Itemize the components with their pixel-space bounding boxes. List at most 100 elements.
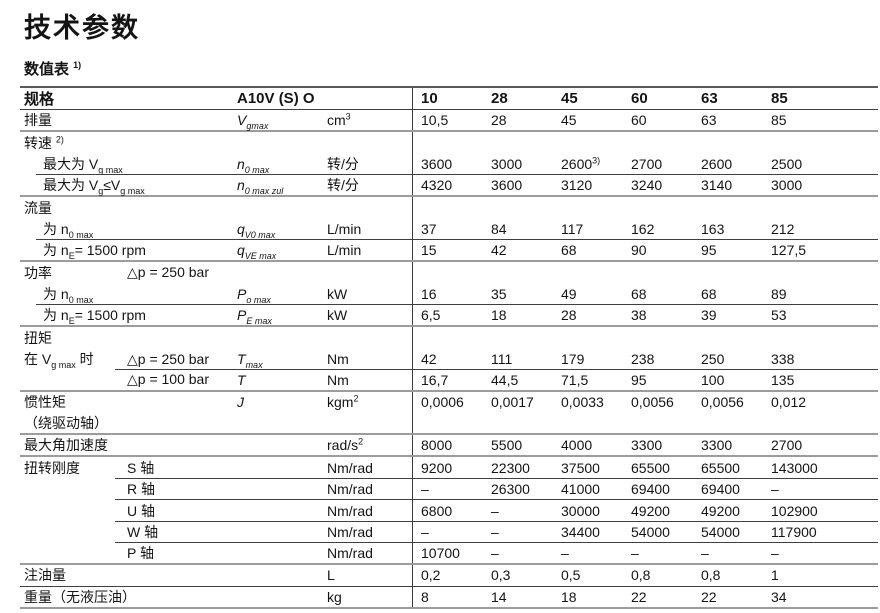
cell-value: 5500 (491, 437, 523, 453)
cell-value: 53 (771, 307, 787, 323)
row-values: 42 111 179 238 250 338 (412, 348, 878, 370)
row-symbol: qV0 max (237, 221, 276, 241)
table-row: 为 n0 max Po max kW 16 35 49 68 68 89 (20, 283, 878, 305)
cell-value: 0,0006 (421, 394, 464, 411)
cell-value: 2600 (701, 156, 733, 173)
row-label: 为 nE= 1500 rpm (43, 307, 146, 326)
cell-value: 0,0056 (631, 394, 674, 411)
cell-value: 34400 (561, 524, 600, 541)
header-spec: 规格 (24, 91, 55, 108)
section-row: 流量 (20, 197, 878, 219)
header-size: 45 (561, 90, 578, 107)
row-values: 16,7 44,5 71,5 95 100 135 (412, 370, 878, 390)
cell-value: 18 (491, 307, 507, 323)
cell-value: 54000 (631, 524, 670, 541)
cell-value: 3300 (701, 437, 733, 453)
cell-value: 54000 (701, 524, 740, 541)
cell-value: 2700 (771, 437, 803, 453)
row-unit: kW (327, 307, 348, 323)
table-row: 排量 Vgmax cm3 10,5 28 45 60 63 85 (20, 110, 878, 132)
table-row: 注油量 L 0,2 0,3 0,5 0,8 0,8 1 (20, 565, 878, 587)
cell-value: 49200 (631, 502, 670, 519)
cell-value: 3000 (771, 177, 803, 193)
row-separator (36, 239, 878, 240)
row-values: 16 35 49 68 68 89 (412, 283, 878, 305)
table-row: 最大角加速度 rad/s2 8000 5500 4000 3300 3300 2… (20, 435, 878, 457)
cell-value: 65500 (631, 459, 670, 476)
row-label: 扭转刚度 S 轴 (24, 459, 155, 476)
row-symbol: Tmax (237, 351, 263, 371)
row-label: 最大角加速度 (24, 437, 108, 453)
table-row: P 轴 Nm/rad 10700 – – – – – (20, 543, 878, 565)
header-model: A10V (S) O (237, 90, 315, 107)
row-symbol: n0 max (237, 156, 270, 176)
cell-value: – (771, 481, 779, 498)
section-row: 扭矩 (20, 327, 878, 349)
row-symbol: n0 max zul (237, 177, 284, 196)
cell-value: 3600 (491, 177, 523, 193)
row-values: 6800 – 30000 49200 49200 102900 (412, 500, 878, 522)
row-values: 8 14 18 22 22 34 (412, 586, 878, 607)
row-label: 惯性矩 (24, 394, 66, 411)
cell-value: 42 (421, 351, 437, 368)
cell-value: – (491, 524, 499, 541)
cell-value: 0,0056 (701, 394, 744, 411)
row-values (412, 197, 878, 219)
cell-value: 1 (771, 567, 779, 584)
row-symbol: qVE max (237, 242, 277, 261)
row-label: W 轴 (127, 524, 159, 541)
cell-value: 28 (561, 307, 577, 323)
row-values: 37 84 117 162 163 212 (412, 218, 878, 240)
cell-value: 0,5 (561, 567, 581, 584)
row-separator (115, 542, 878, 543)
row-label: U 轴 (127, 502, 155, 519)
table-row: U 轴 Nm/rad 6800 – 30000 49200 49200 1029… (20, 500, 878, 522)
row-label: 扭矩 (24, 329, 52, 346)
row-unit: cm3 (327, 111, 351, 128)
cell-value: 238 (631, 351, 655, 368)
row-label: 功率 △p = 250 bar (24, 264, 209, 281)
cell-value: – (421, 524, 429, 541)
row-values: 0,2 0,3 0,5 0,8 0,8 1 (412, 565, 878, 586)
row-symbol: T (237, 371, 246, 388)
cell-value: 2700 (631, 156, 663, 173)
row-label: 最大为 Vg max (43, 156, 123, 176)
cell-value: – (631, 545, 639, 561)
section-row: 转速 2) (20, 132, 878, 154)
row-unit: Nm/rad (327, 545, 373, 561)
row-values: 0,0006 0,0017 0,0033 0,0056 0,0056 0,012 (412, 391, 878, 413)
row-label: 最大为 Vg≤Vg max (43, 177, 145, 196)
row-unit: kW (327, 286, 348, 303)
table-row: 最大为 Vg≤Vg max n0 max zul 转/分 4320 3600 3… (20, 175, 878, 197)
row-label: R 轴 (127, 481, 155, 498)
table-row: （绕驱动轴） (20, 413, 878, 435)
cell-value: 65500 (701, 459, 740, 476)
cell-value: 8 (421, 588, 429, 605)
row-label: 注油量 (24, 567, 66, 584)
cell-value: – (771, 545, 779, 561)
table-header-row: 规格 A10V (S) O 10 28 45 60 63 85 (20, 88, 878, 110)
row-unit: Nm (327, 371, 349, 388)
cell-value: 102900 (771, 502, 818, 519)
row-values: 9200 22300 37500 65500 65500 143000 (412, 457, 878, 479)
cell-value: 2500 (771, 156, 803, 173)
cell-value: – (561, 545, 569, 561)
row-values (412, 327, 878, 349)
row-separator (115, 499, 878, 500)
cell-value: 16,7 (421, 371, 449, 388)
row-unit: L (327, 567, 335, 584)
row-unit: kgm2 (327, 393, 359, 411)
row-symbol: PE max (237, 307, 272, 326)
row-symbol: Vgmax (237, 112, 269, 131)
cell-value: 143000 (771, 459, 818, 476)
row-unit: Nm/rad (327, 502, 373, 519)
cell-value: 14 (491, 588, 507, 605)
row-label: 转速 2) (24, 134, 64, 151)
cell-value: 60 (631, 112, 647, 128)
row-unit: Nm/rad (327, 524, 373, 541)
cell-value: 0,0033 (561, 394, 604, 411)
cell-value: 26300 (491, 481, 530, 498)
row-unit: kg (327, 588, 342, 605)
cell-value: – (701, 545, 709, 561)
cell-value: 3140 (701, 177, 733, 193)
